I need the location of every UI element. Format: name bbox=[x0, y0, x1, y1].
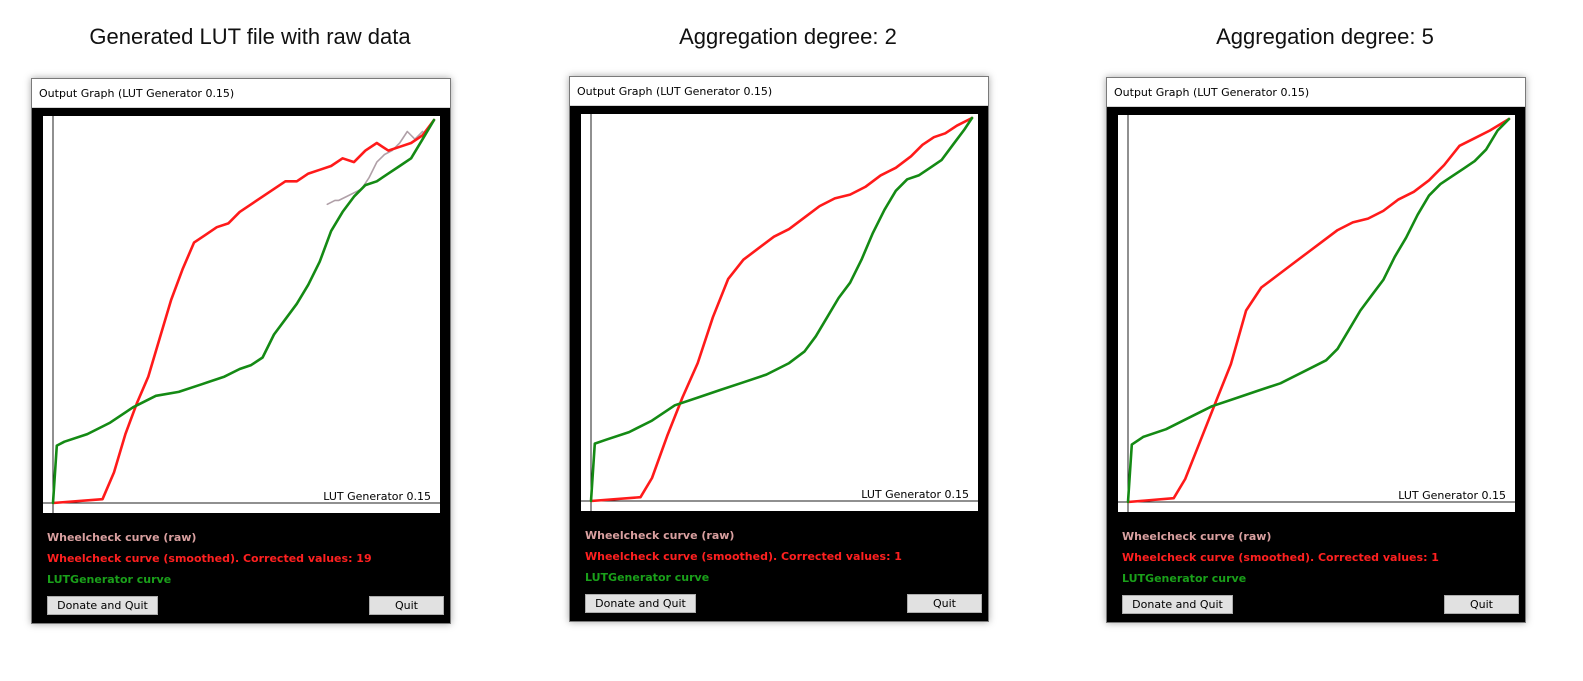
panel-aggregation-5: Aggregation degree: 5 Output Graph (LUT … bbox=[1075, 0, 1575, 681]
output-graph-window: Output Graph (LUT Generator 0.15) LUT Ge… bbox=[569, 76, 989, 622]
lutgenerator-curve-line bbox=[1126, 117, 1511, 504]
window-title: Output Graph (LUT Generator 0.15) bbox=[1107, 78, 1525, 107]
chart-svg bbox=[1118, 115, 1515, 512]
plot-area: LUT Generator 0.15 bbox=[43, 116, 440, 513]
chart-svg bbox=[581, 114, 978, 511]
legend-lutgenerator: LUTGenerator curve bbox=[1122, 572, 1247, 585]
plot-area: LUT Generator 0.15 bbox=[581, 114, 978, 511]
legend-smoothed: Wheelcheck curve (smoothed). Corrected v… bbox=[1122, 551, 1439, 564]
legend-lutgenerator: LUTGenerator curve bbox=[585, 571, 710, 584]
plot-watermark: LUT Generator 0.15 bbox=[861, 488, 969, 501]
quit-button[interactable]: Quit bbox=[369, 596, 444, 615]
quit-button[interactable]: Quit bbox=[907, 594, 982, 613]
raw-curve-line bbox=[326, 130, 424, 206]
output-graph-window: Output Graph (LUT Generator 0.15) LUT Ge… bbox=[31, 78, 451, 624]
plot-watermark: LUT Generator 0.15 bbox=[323, 490, 431, 503]
quit-button[interactable]: Quit bbox=[1444, 595, 1519, 614]
legend-raw: Wheelcheck curve (raw) bbox=[585, 529, 735, 542]
lutgenerator-curve-line bbox=[589, 116, 974, 503]
donate-and-quit-button[interactable]: Donate and Quit bbox=[47, 596, 158, 615]
panel-heading: Aggregation degree: 5 bbox=[1216, 24, 1434, 49]
donate-and-quit-button[interactable]: Donate and Quit bbox=[1122, 595, 1233, 614]
panel-heading: Aggregation degree: 2 bbox=[679, 24, 897, 49]
smoothed-curve-line bbox=[589, 116, 974, 503]
donate-and-quit-button[interactable]: Donate and Quit bbox=[585, 594, 696, 613]
smoothed-curve-line bbox=[51, 118, 436, 505]
legend-lutgenerator: LUTGenerator curve bbox=[47, 573, 172, 586]
panel-heading: Generated LUT file with raw data bbox=[89, 24, 411, 49]
panel-aggregation-2: Aggregation degree: 2 Output Graph (LUT … bbox=[538, 0, 1038, 681]
plot-watermark: LUT Generator 0.15 bbox=[1398, 489, 1506, 502]
legend-smoothed: Wheelcheck curve (smoothed). Corrected v… bbox=[47, 552, 372, 565]
panel-raw-data: Generated LUT file with raw data Output … bbox=[0, 0, 500, 681]
legend-raw: Wheelcheck curve (raw) bbox=[1122, 530, 1272, 543]
output-graph-window: Output Graph (LUT Generator 0.15) LUT Ge… bbox=[1106, 77, 1526, 623]
window-title: Output Graph (LUT Generator 0.15) bbox=[570, 77, 988, 106]
smoothed-curve-line bbox=[1126, 117, 1511, 504]
chart-svg bbox=[43, 116, 440, 513]
legend-smoothed: Wheelcheck curve (smoothed). Corrected v… bbox=[585, 550, 902, 563]
plot-area: LUT Generator 0.15 bbox=[1118, 115, 1515, 512]
window-title: Output Graph (LUT Generator 0.15) bbox=[32, 79, 450, 108]
lutgenerator-curve-line bbox=[51, 118, 436, 505]
legend-raw: Wheelcheck curve (raw) bbox=[47, 531, 197, 544]
